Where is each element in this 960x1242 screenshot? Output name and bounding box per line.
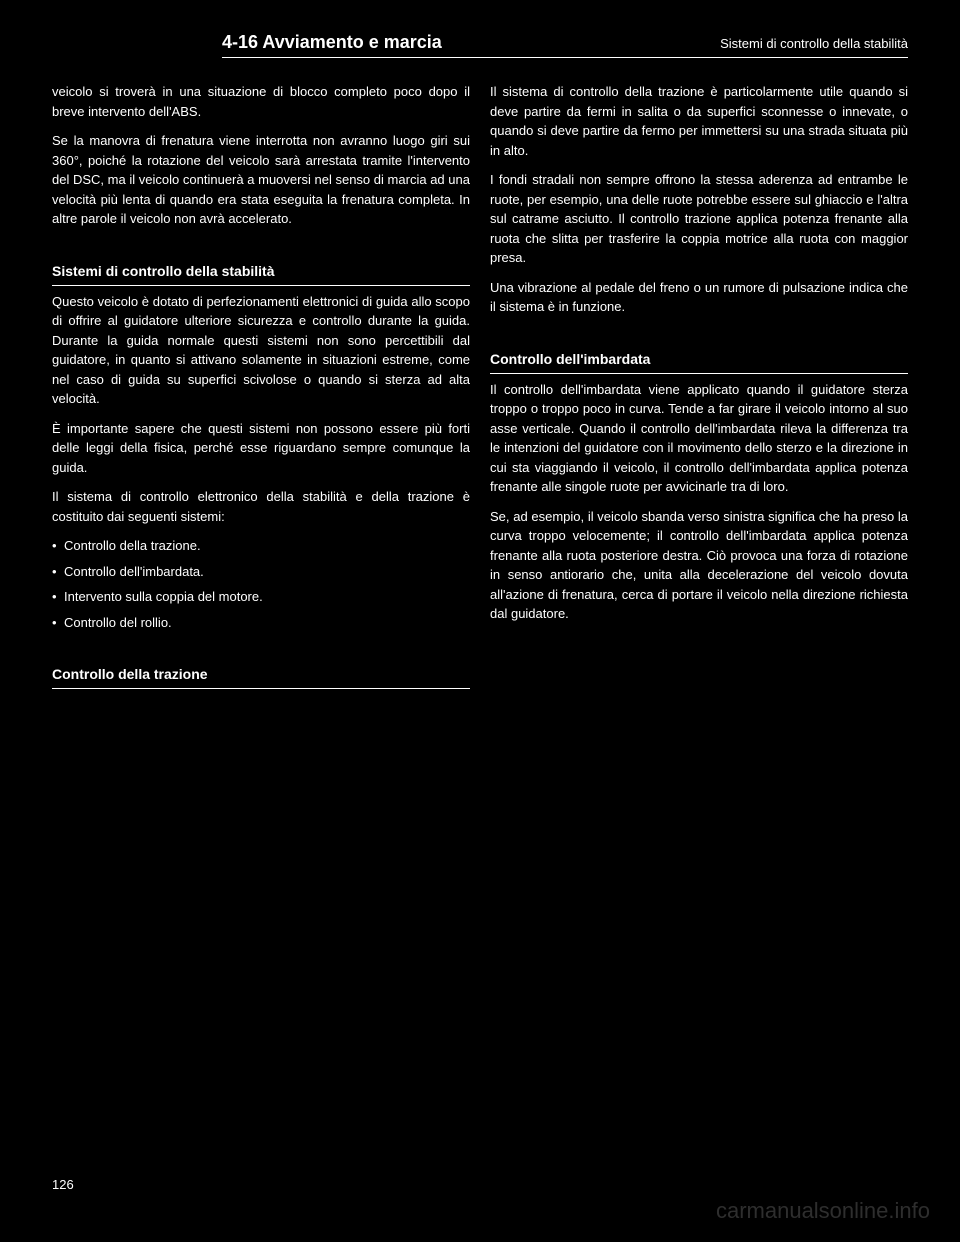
header-title: 4-16 Avviamento e marcia	[222, 32, 720, 53]
bullet-item: Controllo della trazione.	[52, 536, 470, 556]
body-paragraph: I fondi stradali non sempre offrono la s…	[490, 170, 908, 268]
section-heading-stability: Sistemi di controllo della stabilità	[52, 261, 470, 286]
section-heading-yaw: Controllo dell'imbardata	[490, 349, 908, 374]
intro-paragraph: veicolo si troverà in una situazione di …	[52, 82, 470, 121]
page-header: 4-16 Avviamento e marcia Sistemi di cont…	[222, 32, 908, 58]
right-column: Il sistema di controllo della trazione è…	[490, 82, 908, 695]
body-paragraph: Se, ad esempio, il veicolo sbanda verso …	[490, 507, 908, 624]
body-paragraph: Il controllo dell'imbardata viene applic…	[490, 380, 908, 497]
body-paragraph: Il sistema di controllo della trazione è…	[490, 82, 908, 160]
body-paragraph: Una vibrazione al pedale del freno o un …	[490, 278, 908, 317]
body-paragraph: Questo veicolo è dotato di perfezionamen…	[52, 292, 470, 409]
body-paragraph: È importante sapere che questi sistemi n…	[52, 419, 470, 478]
watermark-text: carmanualsonline.info	[716, 1198, 930, 1224]
bullet-item: Intervento sulla coppia del motore.	[52, 587, 470, 607]
bullet-item: Controllo del rollio.	[52, 613, 470, 633]
body-paragraph: Il sistema di controllo elettronico dell…	[52, 487, 470, 526]
header-subtitle: Sistemi di controllo della stabilità	[720, 36, 908, 51]
content-columns: veicolo si troverà in una situazione di …	[52, 82, 908, 695]
bullet-item: Controllo dell'imbardata.	[52, 562, 470, 582]
page-number: 126	[52, 1177, 74, 1192]
section-heading-traction: Controllo della trazione	[52, 664, 470, 689]
intro-paragraph: Se la manovra di frenatura viene interro…	[52, 131, 470, 229]
left-column: veicolo si troverà in una situazione di …	[52, 82, 470, 695]
